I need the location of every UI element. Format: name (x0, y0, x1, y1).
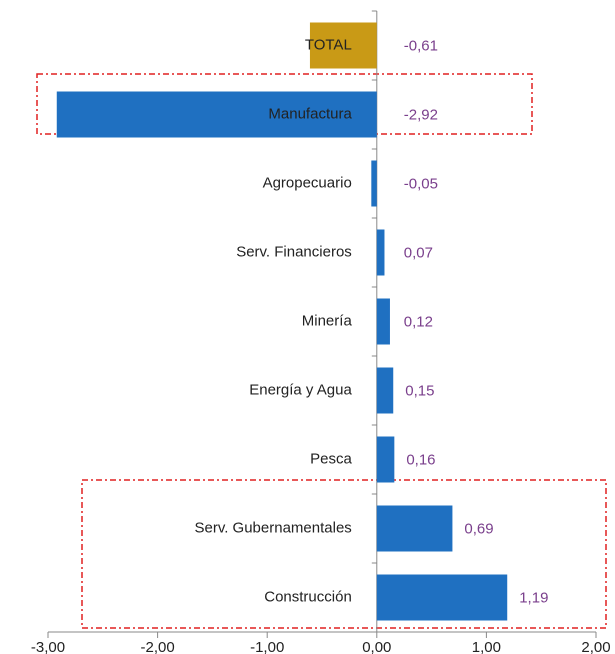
x-tick-label: -1,00 (250, 639, 284, 654)
bar (376, 574, 508, 621)
value-label: -0,61 (404, 37, 438, 54)
category-label: Pesca (310, 450, 352, 467)
value-label: 0,69 (464, 520, 493, 537)
bar (376, 505, 453, 552)
value-label: 0,07 (404, 244, 433, 261)
x-tick-label: 2,00 (581, 639, 610, 654)
x-tick-label: 1,00 (472, 639, 501, 654)
x-tick-label: 0,00 (362, 639, 391, 654)
category-label: Energía y Agua (249, 381, 352, 398)
x-tick-label: -3,00 (31, 639, 65, 654)
category-label: Serv. Financieros (236, 243, 352, 260)
category-label: Construcción (264, 588, 352, 605)
bar (309, 22, 377, 69)
bar (376, 229, 385, 276)
value-label: 0,16 (406, 451, 435, 468)
x-tick-label: -2,00 (140, 639, 174, 654)
category-label: Minería (302, 312, 353, 329)
category-label: Manufactura (268, 105, 352, 122)
bar (376, 436, 395, 483)
highlight-box (81, 479, 607, 629)
bar (376, 367, 394, 414)
bar (56, 91, 377, 138)
category-label: Serv. Gubernamentales (194, 519, 351, 536)
value-label: 1,19 (519, 589, 548, 606)
bar (371, 160, 377, 207)
category-label: TOTAL (305, 36, 352, 53)
value-label: -0,05 (404, 175, 438, 192)
category-label: Agropecuario (263, 174, 352, 191)
bar (376, 298, 390, 345)
value-label: 0,12 (404, 313, 433, 330)
value-label: -2,92 (404, 106, 438, 123)
value-label: 0,15 (405, 382, 434, 399)
